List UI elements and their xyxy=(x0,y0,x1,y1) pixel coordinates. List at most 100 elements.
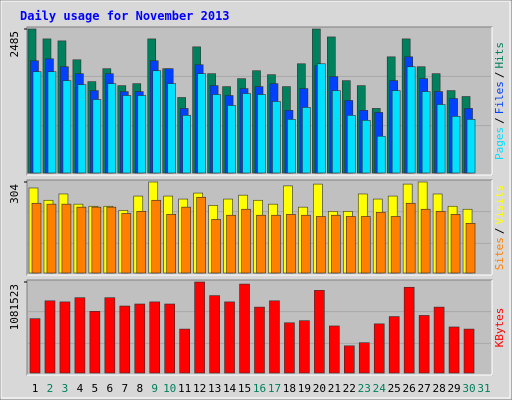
bar xyxy=(299,320,310,374)
bar xyxy=(332,90,341,174)
bar xyxy=(151,199,162,274)
bar xyxy=(329,325,340,374)
bar xyxy=(181,206,191,274)
bar xyxy=(269,300,280,374)
x-tick-label: 20 xyxy=(313,382,326,395)
bar xyxy=(301,214,311,274)
bar xyxy=(451,116,461,174)
bar xyxy=(316,216,326,274)
bar xyxy=(403,286,415,374)
bar xyxy=(121,213,132,274)
bar xyxy=(360,216,371,274)
bar xyxy=(227,105,236,174)
x-tick-label: 30 xyxy=(462,382,475,395)
bar xyxy=(302,107,311,174)
x-tick-label: 29 xyxy=(447,382,460,395)
bar xyxy=(390,216,401,274)
x-tick-label: 27 xyxy=(418,382,431,395)
bar xyxy=(376,135,386,174)
bar xyxy=(62,80,72,174)
bar xyxy=(463,328,475,374)
x-tick-label: 28 xyxy=(432,382,445,395)
x-tick-label: 9 xyxy=(151,382,158,395)
bar xyxy=(152,70,162,174)
legend: KBytes xyxy=(493,308,506,348)
bar xyxy=(122,95,132,174)
x-tick-label: 31 xyxy=(477,382,490,395)
bar xyxy=(421,91,431,174)
x-tick-label: 25 xyxy=(388,382,401,395)
bar xyxy=(241,208,251,274)
bar xyxy=(182,115,191,174)
bar xyxy=(433,306,445,374)
bar xyxy=(271,214,281,274)
x-tick-label: 2 xyxy=(47,382,54,395)
bar xyxy=(256,214,266,274)
bar xyxy=(242,93,251,174)
bar xyxy=(61,203,72,274)
bar xyxy=(209,295,220,374)
x-tick-label: 23 xyxy=(358,382,371,395)
bar xyxy=(331,214,341,274)
x-tick-label: 19 xyxy=(298,382,311,395)
x-tick-label: 6 xyxy=(107,382,114,395)
bar xyxy=(435,211,446,274)
bar xyxy=(405,202,416,274)
legend: Pages / Files / Hits xyxy=(493,42,506,160)
bar xyxy=(420,208,431,274)
bar xyxy=(317,63,326,174)
bar xyxy=(284,322,295,374)
bar xyxy=(450,214,461,274)
bar xyxy=(59,301,71,374)
y-tick-label: 304 xyxy=(8,184,21,204)
bar xyxy=(448,326,460,374)
legend-separator: / xyxy=(493,228,506,235)
bar xyxy=(254,306,265,374)
bar xyxy=(92,99,102,174)
bar xyxy=(89,311,101,374)
x-tick-label: 7 xyxy=(121,382,128,395)
bar xyxy=(346,115,356,174)
bar xyxy=(287,119,296,174)
x-tick-label: 5 xyxy=(92,382,99,395)
bar xyxy=(179,328,190,374)
legend-entry: Pages xyxy=(493,127,506,160)
bar xyxy=(167,83,176,174)
bar xyxy=(149,301,161,374)
bar xyxy=(226,214,236,274)
x-tick-label: 11 xyxy=(178,382,191,395)
bar xyxy=(31,202,42,274)
y-tick-label: 2485 xyxy=(8,31,21,58)
x-tick-label: 18 xyxy=(283,382,296,395)
bar xyxy=(388,316,400,374)
bar xyxy=(314,290,325,374)
bar xyxy=(465,223,476,274)
bar xyxy=(239,283,250,374)
bar xyxy=(77,84,87,174)
bar xyxy=(466,119,476,174)
bar xyxy=(32,71,42,174)
bar xyxy=(418,315,430,374)
bar xyxy=(257,94,266,174)
bar xyxy=(119,305,131,374)
bar xyxy=(136,211,147,274)
bar xyxy=(196,196,206,274)
bar xyxy=(107,83,117,174)
bar xyxy=(343,345,355,374)
bar xyxy=(375,211,386,274)
x-tick-label: 10 xyxy=(163,382,176,395)
legend-entry: Files xyxy=(493,81,506,114)
legend-entry: Sites xyxy=(493,237,506,270)
legend-separator: / xyxy=(493,72,506,79)
bar xyxy=(272,101,281,174)
bar xyxy=(373,323,385,374)
x-tick-label: 12 xyxy=(193,382,206,395)
bar xyxy=(104,297,116,374)
bar xyxy=(47,71,57,174)
bar xyxy=(29,318,41,374)
x-tick-label: 22 xyxy=(343,382,356,395)
x-tick-label: 3 xyxy=(62,382,69,395)
x-tick-label: 16 xyxy=(253,382,266,395)
bar xyxy=(134,303,146,374)
